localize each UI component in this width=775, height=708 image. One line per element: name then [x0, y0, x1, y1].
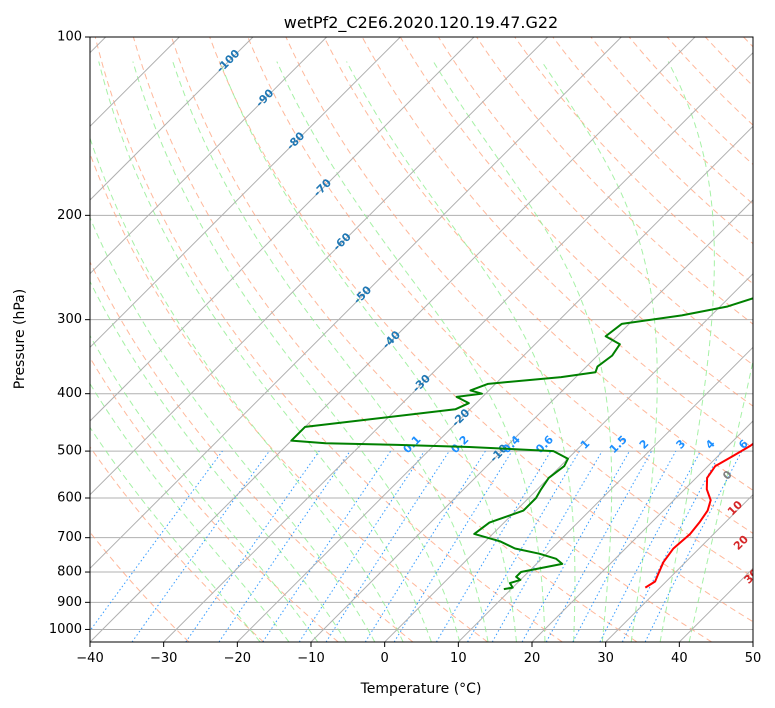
mixing-ratio-line: [393, 450, 513, 642]
x-tick-label: 50: [745, 651, 762, 666]
dry-adiabat-line: [323, 37, 753, 491]
mixing-ratio-line: [364, 450, 486, 642]
plot-frame: [89, 36, 754, 643]
mixing-ratio-line: [90, 450, 223, 632]
dry-adiabat-line: [399, 37, 753, 407]
isotherm-line: [90, 37, 328, 275]
moist-adiabat-line: [98, 61, 432, 642]
dry-adiabat-line: [209, 37, 753, 623]
isotherm-line: [531, 420, 753, 642]
moist-adiabat-line: [346, 61, 576, 642]
moist-adiabat-line: [219, 61, 517, 642]
y-tick-label: 400: [57, 386, 82, 401]
isotherm-line: [90, 37, 549, 496]
x-tick-label: 10: [450, 651, 467, 666]
plot-area: -100-90-80-70-60-50-40-30-20-100.1 0.2 0.4…: [90, 37, 770, 642]
mixing-ratio-line: [185, 450, 320, 642]
mixing-ratio-line: [435, 450, 552, 642]
moist-adiabat-line: [276, 61, 546, 642]
isotherm-line: [163, 51, 753, 642]
y-axis-label: Pressure (hPa): [12, 289, 28, 389]
x-tick-label: −10: [297, 651, 324, 666]
mixing-ratio-line: [521, 450, 630, 642]
x-tick-label: 30: [597, 651, 614, 666]
moist-adiabat-line: [90, 280, 347, 642]
isotherm-line: [384, 272, 753, 642]
mixing-ratio-line: [131, 450, 270, 642]
x-tick-label: −40: [76, 651, 103, 666]
x-axis-label: Temperature (°C): [360, 681, 482, 697]
y-tick-label: 800: [57, 565, 82, 580]
isotherm-line: [90, 37, 696, 642]
y-tick-label: 100: [57, 30, 82, 45]
mixing-ratio-line: [572, 450, 677, 642]
dry-adiabat-line: [628, 37, 753, 166]
moist-adiabat-line: [172, 61, 489, 642]
dry-adiabat-line: [94, 37, 563, 642]
dry-adiabat-line: [514, 37, 753, 285]
adiabat-label: 40: [750, 602, 770, 622]
moist-adiabat-line: [90, 426, 261, 642]
series-layer: [290, 297, 753, 591]
x-tick-label: −30: [150, 651, 177, 666]
moist-adiabat-line: [659, 61, 715, 642]
moist-adiabat-line: [541, 61, 658, 642]
mixing-ratio-line: [325, 450, 450, 642]
moist-adiabat-line: [688, 358, 753, 642]
isotherm-line: [236, 125, 753, 642]
isotherm-line: [90, 37, 401, 349]
dry-adiabat-line: [247, 37, 753, 578]
moist-adiabat-line: [90, 334, 319, 642]
grid-layer: [90, 37, 753, 630]
y-axis: 100 200 300 400 500 600 700 800 900 1000: [49, 30, 90, 637]
isotherm-line: [605, 493, 753, 642]
moist-adiabat-line: [132, 61, 461, 642]
moist-adiabat-line: [90, 382, 290, 642]
mixing-ratio-line: [467, 450, 580, 642]
y-tick-label: 200: [57, 208, 82, 223]
x-tick-label: 20: [524, 651, 541, 666]
mixing-ratio-line: [491, 450, 603, 642]
moist-adiabats: [90, 61, 753, 642]
dry-adiabat-line: [90, 260, 414, 642]
y-tick-label: 600: [57, 491, 82, 506]
isotherm-line: [90, 37, 622, 570]
x-tick-label: 40: [671, 651, 688, 666]
mixing-ratio-lines: [90, 450, 743, 642]
x-axis: −40 −30 −20 −10 0 10 20 30 40 50: [76, 642, 761, 666]
dry-adiabat-line: [90, 446, 264, 642]
adiabat-label: 30: [742, 566, 762, 586]
y-tick-label: 700: [57, 530, 82, 545]
y-tick-label: 300: [57, 312, 82, 327]
temperature-profile-line: [644, 442, 753, 589]
x-tick-label: 0: [381, 651, 389, 666]
dewpoint-profile-line: [290, 297, 753, 591]
moist-adiabat-line: [90, 216, 376, 642]
mixing-ratio-line: [218, 450, 351, 642]
skewed-isotherms: [90, 37, 753, 642]
chart-title: wetPf2_C2E6.2020.120.19.47.G22: [284, 13, 558, 33]
y-tick-label: 1000: [49, 622, 82, 637]
dry-adiabat-line: [476, 37, 753, 325]
y-tick-label: 500: [57, 444, 82, 459]
isotherm-line: [457, 346, 753, 642]
x-tick-label: −20: [224, 651, 251, 666]
isotherm-line: [90, 37, 475, 422]
isotherm-line: [90, 37, 254, 201]
moist-adiabat-line: [90, 136, 404, 642]
y-tick-label: 900: [57, 595, 82, 610]
